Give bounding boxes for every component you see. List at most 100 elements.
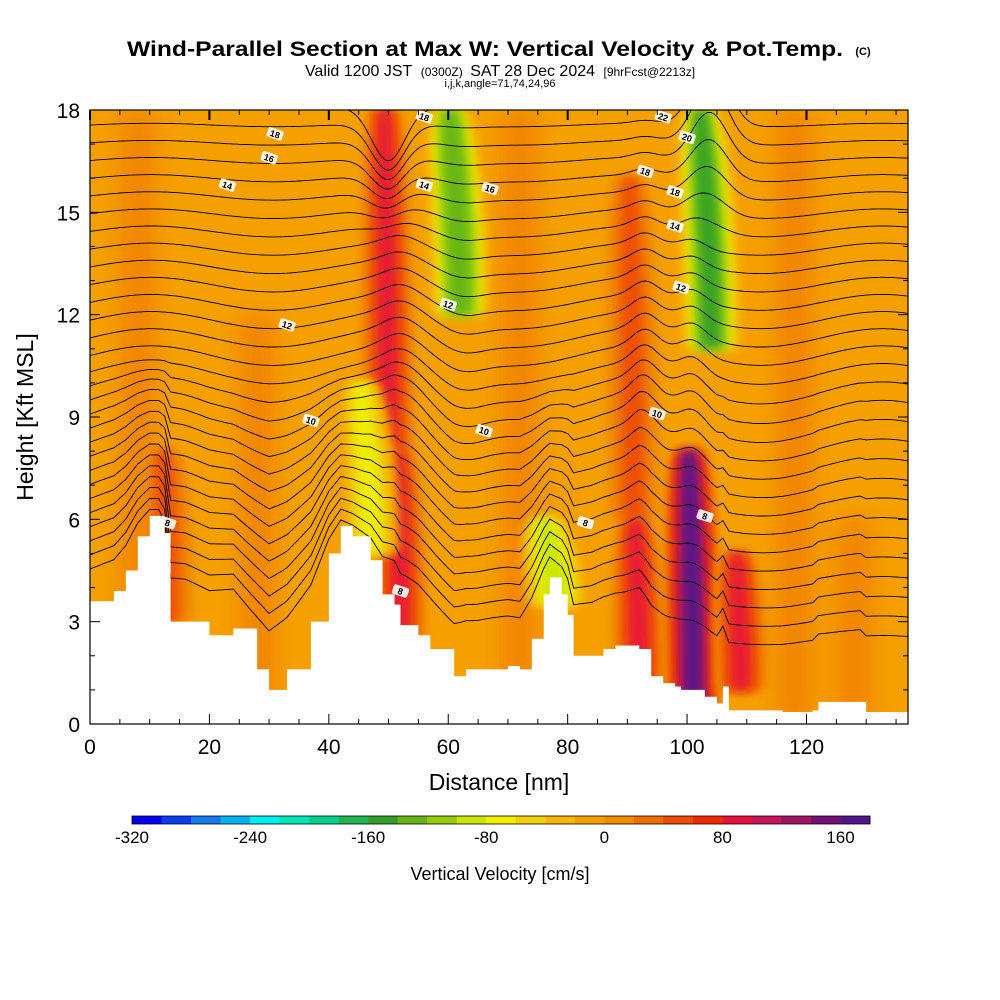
colorbar-swatch [368, 816, 399, 824]
theta-contour-label-text: 22 [657, 111, 670, 124]
theta-contour-label: 10 [302, 413, 320, 428]
theta-contour-label-text: 12 [281, 319, 294, 332]
colorbar-tick-label: -160 [351, 828, 385, 847]
chart-header: Wind-Parallel Section at Max W: Vertical… [127, 38, 871, 90]
x-tick-label: 80 [556, 736, 579, 759]
theta-contours [90, 110, 908, 646]
theta-contour-label: 10 [648, 406, 666, 421]
theta-contour-label: 12 [439, 297, 457, 311]
colorbar-swatch [191, 816, 222, 824]
theta-contour-label-text: 10 [304, 415, 317, 428]
theta-contour-label: 8 [158, 516, 177, 530]
grid-indices: i,j,k,angle=71,74,24,96 [444, 78, 555, 90]
axis-tick-labels: 0 20 40 60 80 100 120 0 3 6 9 12 15 18 [57, 100, 824, 759]
colorbar-swatch [574, 816, 605, 824]
theta-contour-labels: 18 16 14 18 14 16 22 20 18 18 14 12 12 12 10 10 10 8 8 8 8 [158, 110, 714, 598]
terrain-mask [90, 515, 908, 724]
theta-isentrope [90, 443, 908, 535]
downdraft-core [693, 110, 722, 349]
copyright-mark: (C) [855, 46, 871, 58]
theta-contour-label: 8 [696, 509, 714, 523]
theta-isentrope [90, 344, 908, 391]
forecast-info: [9hrFcst@2213z] [603, 65, 695, 79]
y-tick-label: 6 [68, 509, 80, 532]
theta-contour-label-text: 16 [263, 152, 276, 165]
theta-contour-label-text: 14 [221, 179, 234, 192]
theta-contour-label-text: 16 [484, 183, 497, 196]
colorbar-frame [131, 815, 871, 825]
theta-contour-label-text: 10 [651, 408, 664, 421]
theta-isentrope [90, 192, 908, 223]
colorbar-swatch [692, 816, 723, 824]
y-tick-label: 12 [57, 305, 80, 328]
theta-contour-label-text: 18 [639, 166, 652, 179]
velocity-field-background [90, 110, 908, 724]
theta-isentrope [90, 399, 908, 462]
colorbar-title: Vertical Velocity [cm/s] [410, 864, 589, 884]
theta-contour-label: 14 [218, 178, 236, 192]
colorbar-swatch [663, 816, 694, 824]
theta-isentrope [90, 465, 908, 572]
theta-isentrope [90, 110, 908, 181]
valid-date: SAT 28 Dec 2024 [470, 63, 595, 80]
theta-contour-label: 18 [415, 110, 433, 124]
y-tick-label: 0 [68, 714, 80, 737]
colorbar-tick-label: 0 [600, 828, 609, 847]
colorbar-swatch [840, 816, 871, 824]
theta-isentrope [90, 110, 908, 171]
y-tick-label: 15 [57, 202, 80, 225]
theta-isentrope [90, 248, 908, 279]
downdraft-core [442, 110, 471, 315]
x-tick-label: 100 [670, 736, 705, 759]
colorbar-swatch [132, 816, 163, 824]
colorbar-swatch [161, 816, 192, 824]
theta-contour-label-text: 18 [418, 111, 431, 124]
colorbar-swatch [810, 816, 841, 824]
chart-title: Wind-Parallel Section at Max W: Vertical… [127, 38, 843, 61]
theta-contour-label-text: 10 [478, 425, 491, 438]
field-band [501, 110, 538, 724]
valid-prefix: Valid 1200 JST [305, 63, 413, 80]
theta-isentrope [90, 421, 908, 499]
theta-isentrope [90, 359, 908, 409]
theta-contour-label-text: 8 [164, 518, 172, 529]
theta-contour-label: 16 [260, 151, 278, 165]
colorbar-tick-label: -320 [115, 828, 149, 847]
theta-isentrope [90, 508, 908, 646]
colorbar-swatch [751, 816, 782, 824]
theta-contour-label: 18 [636, 164, 654, 179]
theta-isentrope [90, 476, 908, 590]
theta-contour-label: 16 [481, 181, 499, 196]
plot-area: 18 16 14 18 14 16 22 20 18 18 14 12 12 12 10 10 10 8 8 8 8 [90, 110, 908, 724]
colorbar-swatch [515, 816, 546, 824]
theta-contour-label: 22 [654, 110, 672, 124]
theta-isentrope [90, 296, 908, 335]
colorbar-swatch [279, 816, 310, 824]
theta-isentrope [90, 232, 908, 260]
downdraft-core [353, 382, 382, 554]
theta-contour-label-text: 20 [681, 131, 694, 144]
theta-contour-label: 8 [391, 584, 410, 598]
theta-contour-label: 12 [278, 318, 296, 332]
colorbar-swatch [309, 816, 340, 824]
colorbar-tick-label: -80 [474, 828, 499, 847]
theta-isentrope [90, 432, 908, 517]
x-tick-label: 120 [789, 736, 824, 759]
theta-contour-label-text: 8 [701, 511, 709, 522]
theta-isentrope [90, 166, 908, 209]
colorbar-swatch [545, 816, 576, 824]
theta-contour-label: 12 [672, 280, 690, 294]
updraft-core [622, 178, 643, 520]
colorbar-swatch [220, 816, 251, 824]
theta-contour-label-text: 8 [581, 518, 589, 529]
colorbar-tick-label: -240 [233, 828, 267, 847]
theta-contour-label: 20 [678, 130, 696, 144]
valid-time-line: Valid 1200 JST (0300Z) SAT 28 Dec 2024 [… [305, 63, 695, 80]
theta-isentrope [90, 410, 908, 480]
theta-contour-label: 14 [415, 178, 433, 192]
axis-ticks [89, 109, 908, 725]
colorbar-swatch [250, 816, 281, 824]
colorbar-swatch [722, 816, 753, 824]
theta-isentrope [90, 112, 908, 190]
theta-contour-label-text: 14 [669, 220, 682, 233]
